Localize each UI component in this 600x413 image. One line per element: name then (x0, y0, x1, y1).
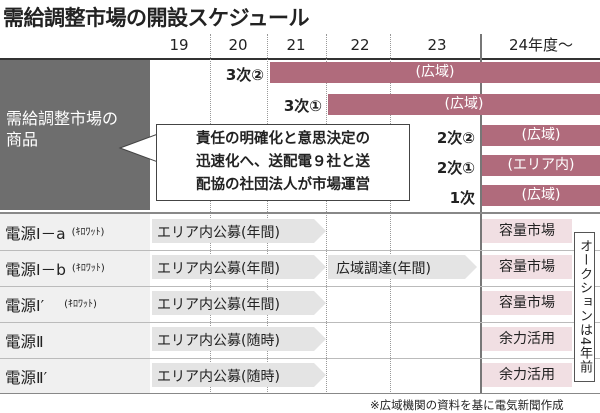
source-name: 電源Ⅰ′ (5, 297, 45, 315)
grid-line-24 (480, 34, 482, 394)
footnote: ※広域機関の資料を基に電気新聞作成 (370, 398, 564, 412)
row-divider (0, 322, 600, 323)
market-label-1a: 容量市場 (482, 219, 572, 243)
header-rule (0, 58, 600, 60)
wide-procure-arrow-1b (328, 255, 477, 279)
grid-line (390, 34, 391, 394)
products-label-cell (0, 60, 150, 210)
market-label-1prime: 容量市場 (482, 291, 572, 315)
source-label-2: 電源Ⅱ (5, 330, 44, 352)
callout-line: 配協の社団法人が市場運営 (196, 177, 370, 193)
source-name: 電源Ⅰ－b (5, 261, 66, 279)
source-label-column (0, 214, 150, 394)
procure-arrow-1a (152, 219, 326, 243)
procure-label-1b: エリア内公募(年間) (157, 261, 280, 277)
source-label-1prime: 電源Ⅰ′ (ｷﾛﾜｯﾄ) (5, 294, 97, 316)
callout-line: 迅速化へ、送配電９社と送 (196, 154, 370, 170)
procure-arrow-2 (152, 327, 326, 351)
year-20: 20 (228, 36, 248, 54)
procure-arrow-1prime (152, 291, 326, 315)
wide-procure-label-1b: 広域調達(年間) (336, 261, 431, 277)
procure-label-2prime: エリア内公募(随時) (157, 369, 280, 385)
procure-arrow-1b (152, 255, 326, 279)
phase-label-1: 1次 (449, 189, 475, 207)
source-label-2prime: 電源Ⅱ′ (5, 366, 47, 388)
year-23: 23 (427, 36, 447, 54)
phase-bar-3-1: (広域) (328, 94, 600, 115)
callout-box: 責任の明確化と意思決定の 迅速化へ、送配電９社と送 配協の社団法人が市場運営 (156, 124, 410, 201)
year-24: 24年度～ (508, 36, 574, 54)
source-label-1a: 電源Ⅰ－a (ｷﾛﾜｯﾄ) (5, 222, 104, 244)
grid-line (326, 34, 327, 394)
market-label-2: 余力活用 (482, 327, 572, 351)
source-unit: (ｷﾛﾜｯﾄ) (71, 227, 105, 238)
phase-label-3-2: 3次② (225, 66, 264, 84)
grid-line (210, 34, 211, 394)
procure-arrow-2prime (152, 363, 326, 387)
year-19: 19 (169, 36, 189, 54)
phase-label-3-1: 3次① (283, 97, 322, 115)
year-22: 22 (350, 36, 370, 54)
year-21: 21 (286, 36, 306, 54)
source-name: 電源Ⅱ (5, 333, 44, 351)
phase-bar-2-2: (広域) (482, 125, 600, 146)
section-rule (0, 212, 600, 214)
phase-bar-2-1: (エリア内) (482, 155, 600, 176)
callout-pointer (118, 133, 158, 163)
row-divider (0, 358, 600, 359)
products-label: 需給調整市場の商品 (6, 109, 119, 149)
procure-label-1prime: エリア内公募(年間) (157, 297, 280, 313)
procure-label-2: エリア内公募(随時) (157, 333, 280, 349)
source-unit: (ｷﾛﾜｯﾄ) (64, 299, 97, 310)
phase-bar-1: (広域) (482, 185, 600, 206)
phase-bar-3-2: (広域) (270, 62, 600, 83)
callout-line: 責任の明確化と意思決定の (196, 131, 370, 147)
phase-label-2-1: 2次① (436, 159, 475, 177)
row-divider (0, 250, 600, 251)
row-divider (0, 286, 600, 287)
procure-label-1a: エリア内公募(年間) (157, 225, 280, 241)
source-unit: (ｷﾛﾜｯﾄ) (71, 263, 105, 274)
source-name: 電源Ⅰ－a (5, 225, 66, 243)
page-title: 需給調整市場の開設スケジュール (3, 6, 310, 30)
bottom-rule (0, 393, 600, 394)
auction-note: オークションは4年前 (574, 232, 595, 382)
source-name: 電源Ⅱ′ (5, 369, 48, 387)
market-label-2prime: 余力活用 (482, 363, 572, 387)
grid-line (267, 34, 268, 394)
source-label-1b: 電源Ⅰ－b (ｷﾛﾜｯﾄ) (5, 258, 105, 280)
market-label-1b: 容量市場 (482, 255, 572, 279)
phase-label-2-2: 2次② (436, 129, 475, 147)
